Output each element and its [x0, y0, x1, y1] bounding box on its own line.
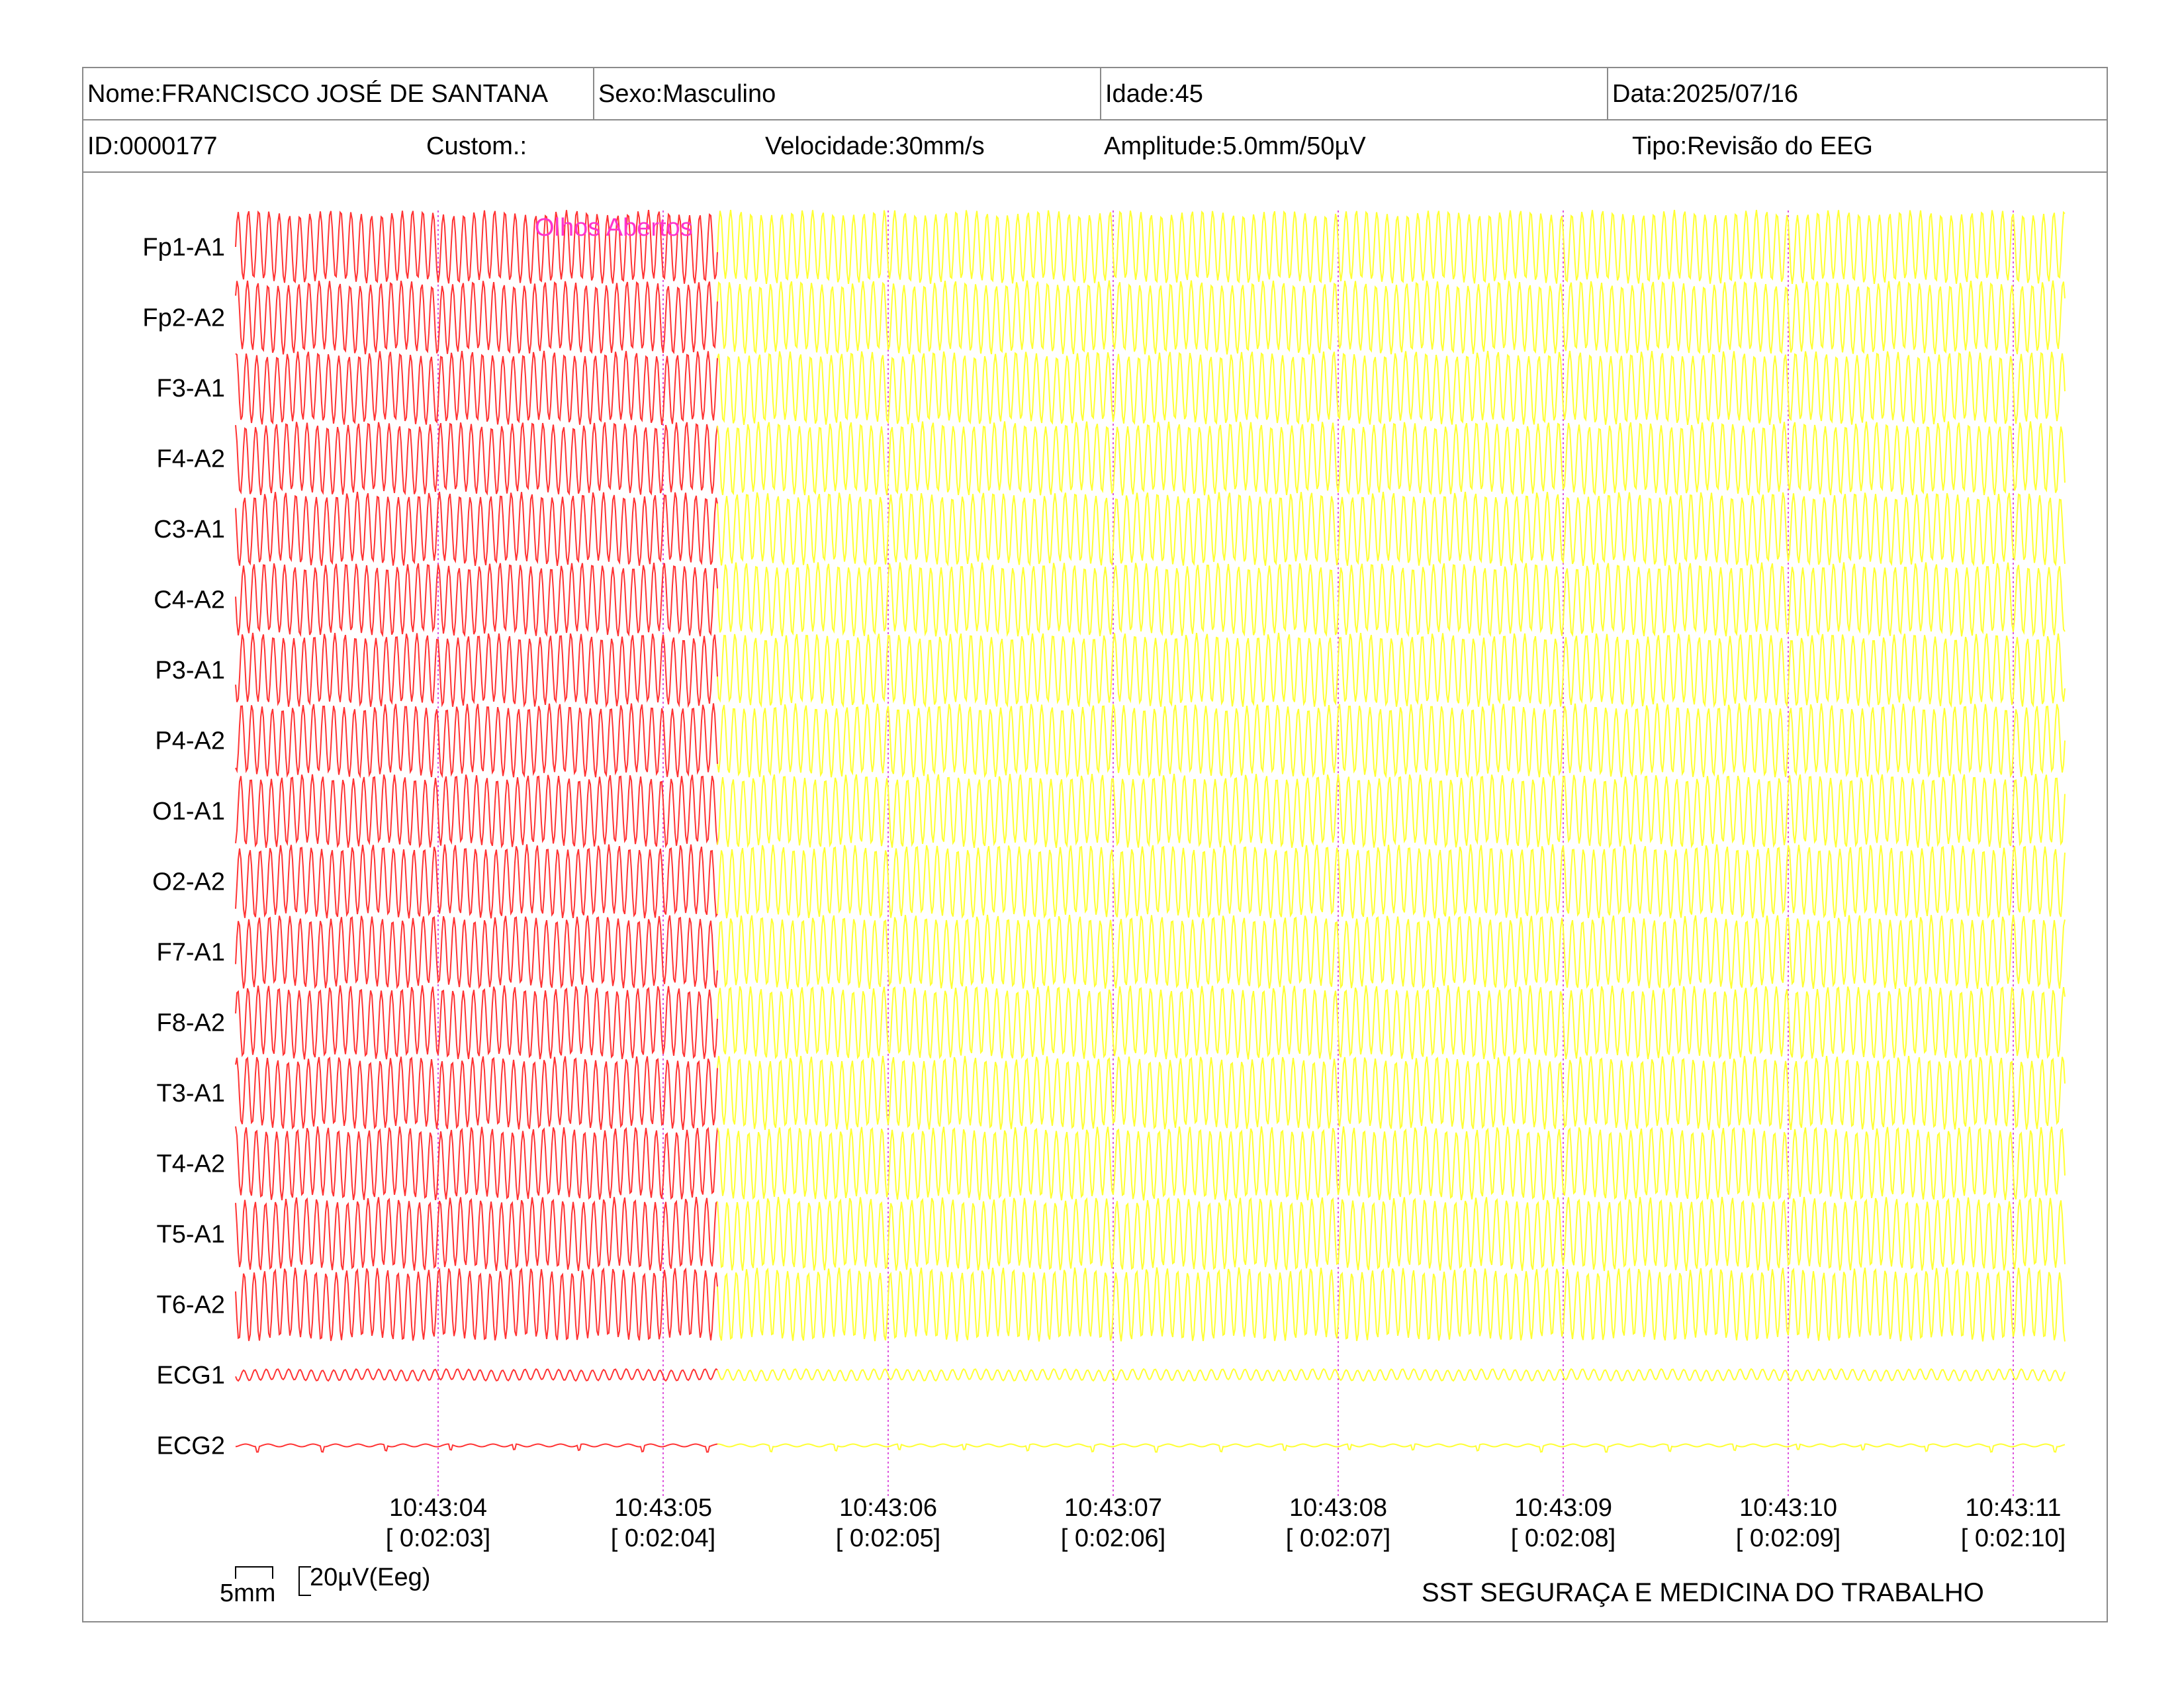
annotation-label: Olhos Abertos: [535, 214, 693, 242]
elapsed-time-label: [ 0:02:04]: [611, 1524, 715, 1552]
trace-pending-f3-a1: [717, 350, 2066, 426]
trace-reviewed-f7-a1: [235, 915, 718, 990]
trace-reviewed-t3-a1: [235, 1056, 718, 1131]
clock-time-label: 10:43:08: [1289, 1494, 1387, 1522]
channel-label: T4-A2: [157, 1150, 225, 1178]
clock-time-label: 10:43:07: [1064, 1494, 1162, 1522]
elapsed-time-label: [ 0:02:09]: [1736, 1524, 1841, 1552]
channel-label: T6-A2: [157, 1291, 225, 1319]
trace-reviewed-o2-a2: [235, 844, 718, 919]
trace-pending-c3-a1: [717, 491, 2066, 567]
custom-field: Custom.:: [426, 132, 527, 160]
trace-pending-p4-a2: [717, 703, 2066, 778]
elapsed-time-label: [ 0:02:10]: [1961, 1524, 2066, 1552]
channel-label: O1-A1: [152, 798, 225, 825]
elapsed-time-label: [ 0:02:06]: [1061, 1524, 1165, 1552]
trace-pending-t6-a2: [717, 1267, 2066, 1342]
trace-pending-o2-a2: [717, 844, 2066, 919]
channel-label: P3-A1: [155, 657, 225, 684]
channel-label: P4-A2: [155, 727, 225, 755]
clock-time-label: 10:43:10: [1739, 1494, 1837, 1522]
amplitude-setting: Amplitude:5.0mm/50µV: [1104, 132, 1366, 160]
trace-reviewed-ecg2: [235, 1443, 718, 1453]
channel-label: F4-A2: [157, 445, 225, 473]
channel-label: ECG2: [157, 1432, 225, 1460]
exam-date: Data:2025/07/16: [1607, 68, 2108, 119]
patient-id: ID:0000177: [87, 132, 218, 160]
trace-pending-c4-a2: [717, 562, 2066, 637]
footer-company: SST SEGURAÇA E MEDICINA DO TRABALHO: [1422, 1578, 1984, 1607]
trace-reviewed-p3-a1: [235, 632, 718, 708]
trace-pending-t4-a2: [717, 1126, 2066, 1201]
trace-pending-f7-a1: [717, 914, 2066, 990]
trace-reviewed-fp1-a1: [235, 209, 718, 284]
trace-reviewed-f8-a2: [235, 985, 718, 1060]
clock-time-label: 10:43:11: [1965, 1494, 2061, 1522]
trace-reviewed-o1-a1: [235, 774, 718, 849]
trace-pending-fp1-a1: [717, 209, 2066, 285]
trace-pending-t3-a1: [717, 1055, 2066, 1131]
channel-label: C3-A1: [154, 516, 225, 543]
channel-label: F8-A2: [157, 1009, 225, 1037]
trace-reviewed-fp2-a2: [235, 280, 718, 355]
trace-reviewed-f3-a1: [235, 350, 718, 426]
channel-label: T3-A1: [157, 1080, 225, 1107]
speed-setting: Velocidade:30mm/s: [765, 132, 985, 160]
trace-pending-o1-a1: [717, 773, 2066, 849]
elapsed-time-label: [ 0:02:05]: [836, 1524, 940, 1552]
trace-pending-ecg1: [717, 1368, 2066, 1382]
trace-reviewed-c4-a2: [235, 562, 718, 637]
channel-label: F3-A1: [157, 375, 225, 402]
channel-label: ECG1: [157, 1362, 225, 1389]
patient-sex: Sexo:Masculino: [593, 68, 1103, 119]
trace-reviewed-c3-a1: [235, 491, 718, 566]
clock-time-label: 10:43:05: [614, 1494, 712, 1522]
trace-pending-t5-a1: [717, 1196, 2066, 1272]
header-row-2: ID:0000177 Custom.: Velocidade:30mm/s Am…: [83, 120, 2107, 173]
amplitude-scale-label: 20µV(Eeg): [310, 1564, 431, 1591]
trace-pending-f4-a2: [717, 421, 2066, 496]
scale-bars: [235, 1566, 311, 1596]
trace-reviewed-t4-a2: [235, 1126, 718, 1201]
elapsed-time-label: [ 0:02:08]: [1511, 1524, 1615, 1552]
patient-age: Idade:45: [1100, 68, 1610, 119]
trace-reviewed-f4-a2: [235, 422, 718, 496]
trace-reviewed-t5-a1: [235, 1196, 718, 1272]
channel-label: Fp2-A2: [142, 305, 225, 332]
channel-label: Fp1-A1: [142, 234, 225, 261]
clock-time-label: 10:43:06: [839, 1494, 937, 1522]
channel-label: O2-A2: [152, 868, 225, 896]
clock-time-label: 10:43:09: [1514, 1494, 1612, 1522]
channel-label: T5-A1: [157, 1221, 225, 1248]
trace-reviewed-t6-a2: [235, 1267, 718, 1341]
trace-pending-fp2-a2: [717, 280, 2066, 355]
trace-pending-ecg2: [717, 1443, 2066, 1453]
exam-type: Tipo:Revisão do EEG: [1632, 132, 1873, 160]
trace-reviewed-p4-a2: [235, 703, 718, 778]
trace-pending-f8-a2: [717, 985, 2066, 1060]
channel-label: C4-A2: [154, 586, 225, 614]
elapsed-time-label: [ 0:02:03]: [386, 1524, 490, 1552]
trace-reviewed-ecg1: [235, 1368, 718, 1382]
patient-name: Nome:FRANCISCO JOSÉ DE SANTANA: [87, 80, 549, 108]
elapsed-time-label: [ 0:02:07]: [1286, 1524, 1390, 1552]
header-row-1: Nome:FRANCISCO JOSÉ DE SANTANA Sexo:Masc…: [83, 68, 2107, 120]
trace-pending-p3-a1: [717, 632, 2066, 708]
clock-time-label: 10:43:04: [389, 1494, 487, 1522]
report-sheet: Nome:FRANCISCO JOSÉ DE SANTANA Sexo:Masc…: [82, 67, 2108, 1622]
time-scale-label: 5mm: [220, 1579, 276, 1607]
channel-label: F7-A1: [157, 939, 225, 966]
